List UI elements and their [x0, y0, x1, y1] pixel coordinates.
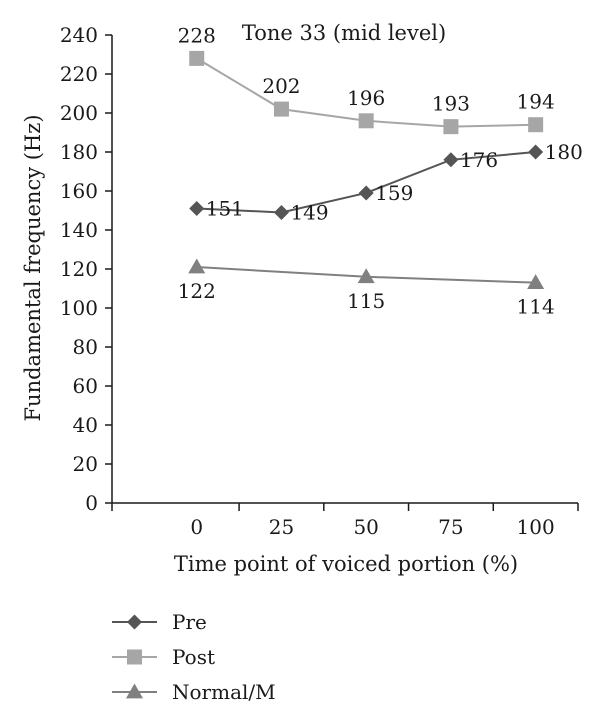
data-label: 228 — [178, 23, 216, 47]
legend-item: Normal/M — [112, 680, 276, 704]
data-label: 115 — [347, 289, 385, 313]
x-tick-label: 50 — [353, 515, 378, 539]
data-point — [273, 204, 289, 220]
legend-label: Post — [172, 645, 215, 669]
data-label: 193 — [432, 92, 470, 116]
x-tick-label: 75 — [438, 515, 463, 539]
data-label: 122 — [178, 279, 216, 303]
y-tick-label: 200 — [60, 101, 98, 125]
legend-marker-square — [127, 649, 142, 665]
x-axis-title: Time point of voiced portion (%) — [174, 552, 518, 576]
data-label: 194 — [517, 90, 555, 114]
x-tick-label: 25 — [269, 515, 294, 539]
legend-item: Post — [112, 645, 215, 669]
data-label: 149 — [290, 200, 328, 224]
y-tick-label: 20 — [73, 452, 98, 476]
legend-marker-diamond — [127, 614, 142, 630]
y-tick-label: 40 — [73, 413, 98, 437]
data-point — [358, 185, 374, 201]
data-point — [273, 101, 289, 117]
legend-label: Pre — [172, 610, 207, 634]
data-point — [188, 258, 206, 274]
data-label: 180 — [545, 140, 583, 164]
data-point — [357, 268, 375, 284]
legend-label: Normal/M — [172, 680, 276, 704]
x-tick-label: 100 — [517, 515, 555, 539]
data-label: 202 — [262, 74, 300, 98]
y-tick-label: 220 — [60, 62, 98, 86]
data-point — [528, 144, 544, 160]
x-tick-label: 0 — [190, 515, 203, 539]
y-ticks: 0 20 40 60 80 100 120 140 160 180 200 220 240 — [60, 23, 112, 515]
legend-item: Pre — [112, 610, 207, 634]
y-tick-label: 240 — [60, 23, 98, 47]
y-tick-label: 140 — [60, 218, 98, 242]
series-layer: 151 149 159 176 180 228 202 196 193 194 122 115 114 — [178, 23, 583, 318]
data-point — [189, 201, 205, 217]
y-tick-label: 0 — [85, 491, 98, 515]
series-post: 228 202 196 193 194 — [178, 23, 555, 135]
y-tick-label: 100 — [60, 296, 98, 320]
axes — [111, 35, 578, 504]
data-label: 151 — [206, 197, 244, 221]
series-normal-m: 122 115 114 — [178, 258, 555, 319]
data-point — [189, 50, 205, 66]
data-label: 114 — [517, 295, 555, 319]
y-tick-label: 80 — [73, 335, 98, 359]
series-pre: 151 149 159 176 180 — [189, 140, 583, 224]
y-axis-title: Fundamental frequency (Hz) — [21, 114, 45, 421]
y-tick-label: 180 — [60, 140, 98, 164]
data-label: 196 — [347, 86, 385, 110]
data-point — [527, 274, 545, 290]
y-tick-label: 160 — [60, 179, 98, 203]
data-point — [358, 113, 374, 129]
y-tick-label: 120 — [60, 257, 98, 281]
y-tick-label: 60 — [73, 374, 98, 398]
x-ticks: 0 25 50 75 100 — [111, 503, 579, 539]
data-label: 176 — [460, 148, 498, 172]
data-point — [443, 152, 459, 168]
data-point — [528, 117, 544, 133]
data-point — [443, 119, 459, 135]
data-label: 159 — [375, 181, 413, 205]
legend-marker-triangle — [126, 683, 143, 699]
legend: Pre Post Normal/M — [112, 610, 276, 704]
chart-title: Tone 33 (mid level) — [242, 21, 446, 45]
